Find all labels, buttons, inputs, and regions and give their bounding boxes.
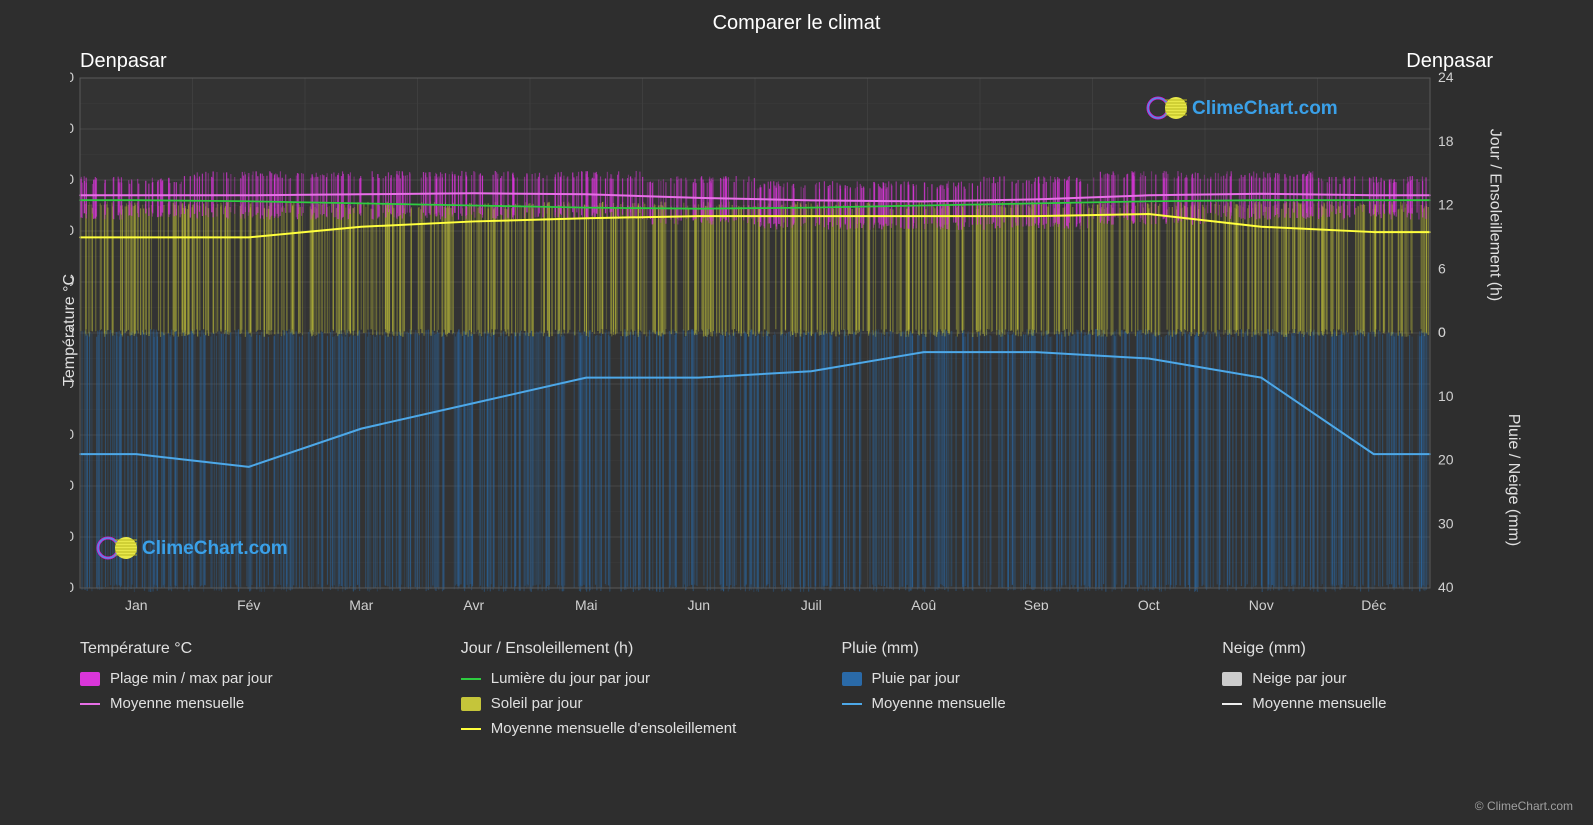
svg-text:-30: -30 (70, 477, 74, 493)
legend: Température °C Plage min / max par jour Mo… (80, 640, 1553, 745)
svg-text:-10: -10 (70, 375, 74, 391)
color-swatch-icon (842, 672, 862, 686)
svg-text:18: 18 (1438, 133, 1454, 149)
svg-text:30: 30 (70, 171, 74, 187)
svg-text:50: 50 (70, 70, 74, 85)
svg-text:Mar: Mar (349, 597, 373, 610)
copyright: © ClimeChart.com (1475, 799, 1573, 813)
svg-text:Oct: Oct (1138, 597, 1160, 610)
chart-container: Comparer le climat Denpasar Denpasar Tem… (0, 0, 1593, 825)
svg-text:30: 30 (1438, 515, 1454, 531)
legend-item-label: Lumière du jour par jour (491, 670, 650, 687)
y-axis-right-bottom-label: Pluie / Neige (mm) (1504, 414, 1522, 546)
legend-column: Pluie (mm) Pluie par jour Moyenne mensuell… (842, 640, 1173, 745)
svg-text:Déc: Déc (1361, 597, 1386, 610)
legend-item-label: Soleil par jour (491, 695, 583, 712)
line-swatch-icon (1222, 703, 1242, 705)
svg-text:24: 24 (1438, 70, 1454, 85)
legend-group-title: Pluie (mm) (842, 640, 1173, 658)
svg-text:ClimeChart.com: ClimeChart.com (1192, 98, 1338, 119)
line-swatch-icon (80, 703, 100, 705)
legend-item-label: Neige par jour (1252, 670, 1346, 687)
svg-text:10: 10 (70, 273, 74, 289)
svg-text:20: 20 (70, 222, 74, 238)
svg-text:10: 10 (1438, 388, 1454, 404)
legend-item: Plage min / max par jour (80, 670, 411, 687)
svg-text:6: 6 (1438, 260, 1446, 276)
svg-text:Jan: Jan (125, 597, 148, 610)
legend-group-title: Jour / Ensoleillement (h) (461, 640, 792, 658)
legend-item-label: Moyenne mensuelle (872, 695, 1006, 712)
legend-item: Neige par jour (1222, 670, 1553, 687)
climate-chart: 50403020100-10-20-30-40-5024181260010203… (70, 70, 1490, 610)
svg-text:ClimeChart.com: ClimeChart.com (142, 538, 288, 559)
line-swatch-icon (461, 678, 481, 680)
line-swatch-icon (842, 703, 862, 705)
svg-text:12: 12 (1438, 197, 1454, 213)
legend-item: Moyenne mensuelle (842, 695, 1173, 712)
svg-text:Nov: Nov (1249, 597, 1274, 610)
svg-text:-20: -20 (70, 426, 74, 442)
svg-text:Sep: Sep (1024, 597, 1049, 610)
legend-column: Jour / Ensoleillement (h) Lumière du jour… (461, 640, 792, 745)
legend-column: Température °C Plage min / max par jour Mo… (80, 640, 411, 745)
svg-text:Juil: Juil (801, 597, 822, 610)
legend-item-label: Moyenne mensuelle d'ensoleillement (491, 720, 737, 737)
svg-text:Mai: Mai (575, 597, 598, 610)
svg-text:Jun: Jun (687, 597, 710, 610)
svg-text:20: 20 (1438, 452, 1454, 468)
legend-item-label: Moyenne mensuelle (1252, 695, 1386, 712)
legend-group-title: Neige (mm) (1222, 640, 1553, 658)
legend-item: Soleil par jour (461, 695, 792, 712)
svg-text:0: 0 (70, 324, 74, 340)
legend-item: Moyenne mensuelle d'ensoleillement (461, 720, 792, 737)
svg-text:-40: -40 (70, 528, 74, 544)
legend-item: Pluie par jour (842, 670, 1173, 687)
svg-text:-50: -50 (70, 579, 74, 595)
legend-item-label: Plage min / max par jour (110, 670, 273, 687)
color-swatch-icon (461, 697, 481, 711)
legend-item-label: Pluie par jour (872, 670, 960, 687)
chart-title: Comparer le climat (0, 12, 1593, 35)
legend-group-title: Température °C (80, 640, 411, 658)
svg-text:40: 40 (70, 120, 74, 136)
legend-item: Lumière du jour par jour (461, 670, 792, 687)
svg-text:Fév: Fév (237, 597, 260, 610)
color-swatch-icon (80, 672, 100, 686)
color-swatch-icon (1222, 672, 1242, 686)
legend-item: Moyenne mensuelle (1222, 695, 1553, 712)
svg-text:Aoû: Aoû (911, 597, 936, 610)
legend-item: Moyenne mensuelle (80, 695, 411, 712)
line-swatch-icon (461, 728, 481, 730)
legend-item-label: Moyenne mensuelle (110, 695, 244, 712)
svg-text:0: 0 (1438, 324, 1446, 340)
svg-text:Avr: Avr (463, 597, 484, 610)
legend-column: Neige (mm) Neige par jour Moyenne mensuell… (1222, 640, 1553, 745)
svg-text:40: 40 (1438, 579, 1454, 595)
